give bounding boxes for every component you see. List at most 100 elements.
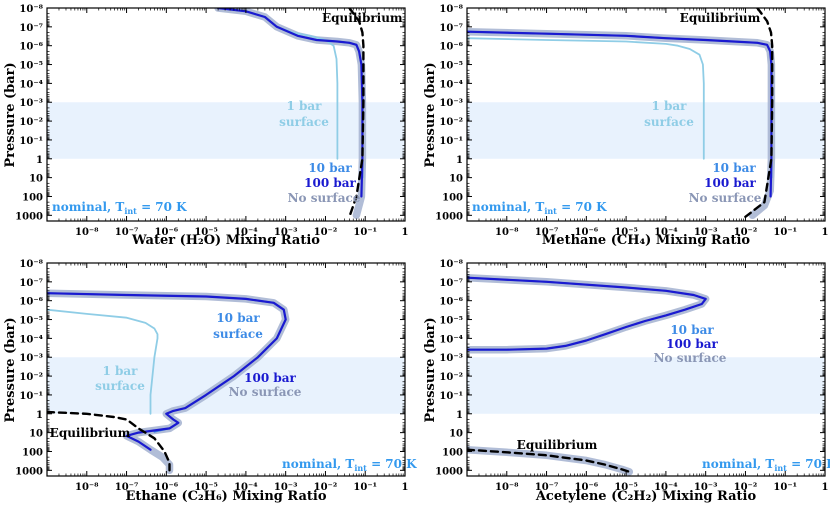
- curve-label-nosurface: No surface: [288, 191, 361, 205]
- x-tick-label: 10⁻⁶: [155, 227, 179, 238]
- y-tick-label: 10: [29, 174, 43, 185]
- y-tick-label: 100: [22, 192, 43, 203]
- x-tick-label: 10⁻³: [274, 227, 298, 238]
- x-tick-label: 1: [402, 482, 409, 493]
- y-tick-label: 10⁻⁵: [19, 316, 43, 327]
- y-tick-label: 10⁻¹: [19, 391, 43, 402]
- y-tick-label: 10⁻³: [19, 98, 43, 109]
- x-tick-label: 10⁻¹: [353, 227, 377, 238]
- x-tick-label: 10⁻⁷: [535, 227, 559, 238]
- y-axis-label: Pressure (bar): [3, 317, 18, 422]
- panel-2: 10⁻⁸ 10⁻⁷ 10⁻⁶ 10⁻⁵ 10⁻⁴ 10⁻³ 10⁻² 10⁻¹ 1 10 100 10…: [423, 4, 828, 248]
- x-tick-label: 10⁻⁵: [194, 482, 218, 493]
- curve-label-equilibrium: Equilibrium: [517, 438, 598, 452]
- series-line-equilibrium: [467, 448, 631, 473]
- y-tick-label: 10⁻²: [19, 117, 43, 128]
- curve-label-s10: surface: [213, 327, 263, 341]
- x-tick-label: 10⁻⁵: [194, 227, 218, 238]
- curve-label-equilibrium: Equilibrium: [322, 11, 403, 25]
- x-tick-label: 10⁻⁶: [155, 482, 179, 493]
- y-tick-label: 10: [449, 429, 463, 440]
- y-tick-label: 10⁻²: [19, 372, 43, 383]
- curve-label-s1: surface: [279, 115, 329, 129]
- series-group: [214, 8, 367, 220]
- y-tick-label: 10⁻⁷: [439, 278, 463, 289]
- curve-label-s1: 1 bar: [286, 99, 322, 113]
- curve-label-s1: surface: [95, 379, 145, 393]
- y-tick-label: 1: [36, 410, 43, 421]
- shaded-pressure-band: [467, 102, 825, 159]
- y-tick-label: 1000: [15, 211, 43, 222]
- x-tick-label: 10⁻²: [734, 482, 758, 493]
- x-tick-label: 10⁻⁷: [115, 482, 139, 493]
- x-tick-label: 10⁻²: [314, 227, 338, 238]
- series-line-equilibrium: [744, 8, 774, 218]
- x-tick-label: 1: [402, 227, 409, 238]
- plot-frame: [466, 262, 826, 477]
- x-axis-label: Methane (CH₄) Mixing Ratio: [542, 233, 750, 248]
- x-tick-label: 10⁻³: [694, 482, 718, 493]
- nominal-annotation: nominal, Tint = 70 K: [702, 457, 830, 473]
- x-tick-label: 1: [822, 227, 829, 238]
- x-tick-label: 10⁻⁴: [654, 227, 678, 238]
- plot-frame: [46, 262, 406, 477]
- y-tick-label: 100: [442, 447, 463, 458]
- x-tick-label: 10⁻⁸: [75, 482, 99, 493]
- y-tick-label: 10⁻⁶: [439, 297, 463, 308]
- x-tick-label: 10⁻²: [314, 482, 338, 493]
- y-tick-label: 1: [456, 155, 463, 166]
- series-line-100-bar: [467, 276, 707, 351]
- x-tick-label: 10⁻⁴: [234, 482, 258, 493]
- y-tick-label: 1000: [435, 466, 463, 477]
- plot-frame: [46, 7, 406, 222]
- series-group: [47, 289, 290, 475]
- x-tick-label: 10⁻⁵: [614, 482, 638, 493]
- shaded-pressure-band: [467, 357, 825, 414]
- x-tick-label: 10⁻¹: [773, 482, 797, 493]
- panel-4: 10⁻⁸ 10⁻⁷ 10⁻⁶ 10⁻⁵ 10⁻⁴ 10⁻³ 10⁻² 10⁻¹ 1 10 100 10…: [423, 259, 830, 504]
- y-tick-label: 10: [29, 429, 43, 440]
- x-tick-label: 1: [822, 482, 829, 493]
- curve-label-s1: 1 bar: [102, 364, 138, 378]
- x-tick-label: 10⁻¹: [353, 482, 377, 493]
- x-axis-label: Acetylene (C₂H₂) Mixing Ratio: [535, 489, 757, 504]
- y-tick-label: 1000: [435, 211, 463, 222]
- curve-label-nosurface: No surface: [229, 385, 302, 399]
- y-tick-label: 10⁻⁸: [19, 4, 43, 15]
- y-tick-label: 10⁻⁴: [439, 334, 463, 345]
- curve-label-s10: 10 bar: [712, 161, 756, 175]
- series-line-equilibrium: [47, 410, 171, 472]
- y-tick-label: 10⁻³: [19, 353, 43, 364]
- y-tick-label: 10⁻⁵: [439, 316, 463, 327]
- nominal-annotation: nominal, Tint = 70 K: [282, 457, 417, 473]
- curve-label-s10: 10 bar: [308, 161, 352, 175]
- series-line-100-bar: [217, 8, 364, 198]
- series-line-1-bar: [467, 37, 705, 160]
- y-tick-label: 100: [442, 192, 463, 203]
- y-tick-label: 10⁻²: [439, 372, 463, 383]
- x-tick-label: 10⁻⁷: [535, 482, 559, 493]
- y-tick-label: 10⁻⁶: [19, 42, 43, 53]
- y-tick-label: 10⁻³: [439, 98, 463, 109]
- y-tick-label: 10⁻³: [439, 353, 463, 364]
- series-group: [467, 273, 710, 476]
- curve-label-s10: 10 bar: [216, 311, 260, 325]
- y-tick-label: 10⁻⁵: [19, 61, 43, 72]
- curve-label-s100: 100 bar: [704, 176, 756, 190]
- x-axis-label: Water (H₂O) Mixing Ratio: [131, 233, 320, 248]
- series-line-1-bar: [47, 308, 159, 415]
- y-tick-label: 10⁻¹: [439, 136, 463, 147]
- y-tick-label: 1000: [15, 466, 43, 477]
- x-tick-label: 10⁻⁸: [495, 227, 519, 238]
- x-tick-label: 10⁻⁴: [654, 482, 678, 493]
- y-tick-label: 10⁻⁷: [19, 23, 43, 34]
- panel-3: 10⁻⁸ 10⁻⁷ 10⁻⁶ 10⁻⁵ 10⁻⁴ 10⁻³ 10⁻² 10⁻¹ 1 10 100 10…: [3, 259, 417, 504]
- x-tick-label: 10⁻⁷: [115, 227, 139, 238]
- x-tick-label: 10⁻²: [734, 227, 758, 238]
- y-tick-label: 10: [449, 174, 463, 185]
- x-tick-label: 10⁻⁶: [575, 227, 599, 238]
- series-line-equilibrium: [348, 8, 365, 218]
- curve-label-nosurface: No surface: [689, 191, 762, 205]
- x-tick-label: 10⁻⁵: [614, 227, 638, 238]
- y-tick-label: 10⁻⁵: [439, 61, 463, 72]
